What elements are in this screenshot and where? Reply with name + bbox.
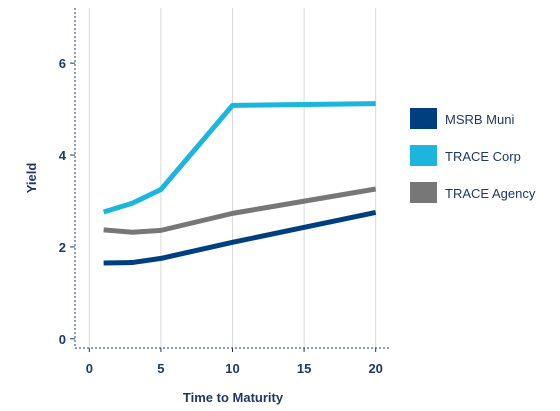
x-ticks: 0 5 10 15 20 <box>86 348 383 376</box>
y-tick-label: 0 <box>59 332 66 347</box>
x-tick-label: 15 <box>297 361 311 376</box>
series-line-trace-corp <box>102 101 376 215</box>
legend-label: TRACE Agency <box>445 186 536 201</box>
gridlines <box>88 8 377 348</box>
x-tick-label: 10 <box>225 361 239 376</box>
y-tick-label: 4 <box>59 148 67 163</box>
series-line-trace-agency <box>103 186 377 235</box>
legend-swatch <box>410 182 437 203</box>
x-axis-title: Time to Maturity <box>183 390 284 405</box>
x-tick-label: 0 <box>86 361 93 376</box>
legend-swatch <box>410 145 437 166</box>
series-line-msrb-muni <box>103 210 377 266</box>
y-ticks: 0 2 4 6 <box>59 56 75 347</box>
x-tick-label: 20 <box>368 361 382 376</box>
x-tick-label: 5 <box>157 361 164 376</box>
y-tick-label: 6 <box>59 56 66 71</box>
legend: MSRB Muni TRACE Corp TRACE Agency <box>410 108 536 203</box>
y-axis-title: Yield <box>24 163 39 194</box>
legend-label: MSRB Muni <box>445 112 514 127</box>
legend-label: TRACE Corp <box>445 149 521 164</box>
y-tick-label: 2 <box>59 240 66 255</box>
legend-swatch <box>410 108 437 129</box>
series-lines <box>102 101 377 266</box>
